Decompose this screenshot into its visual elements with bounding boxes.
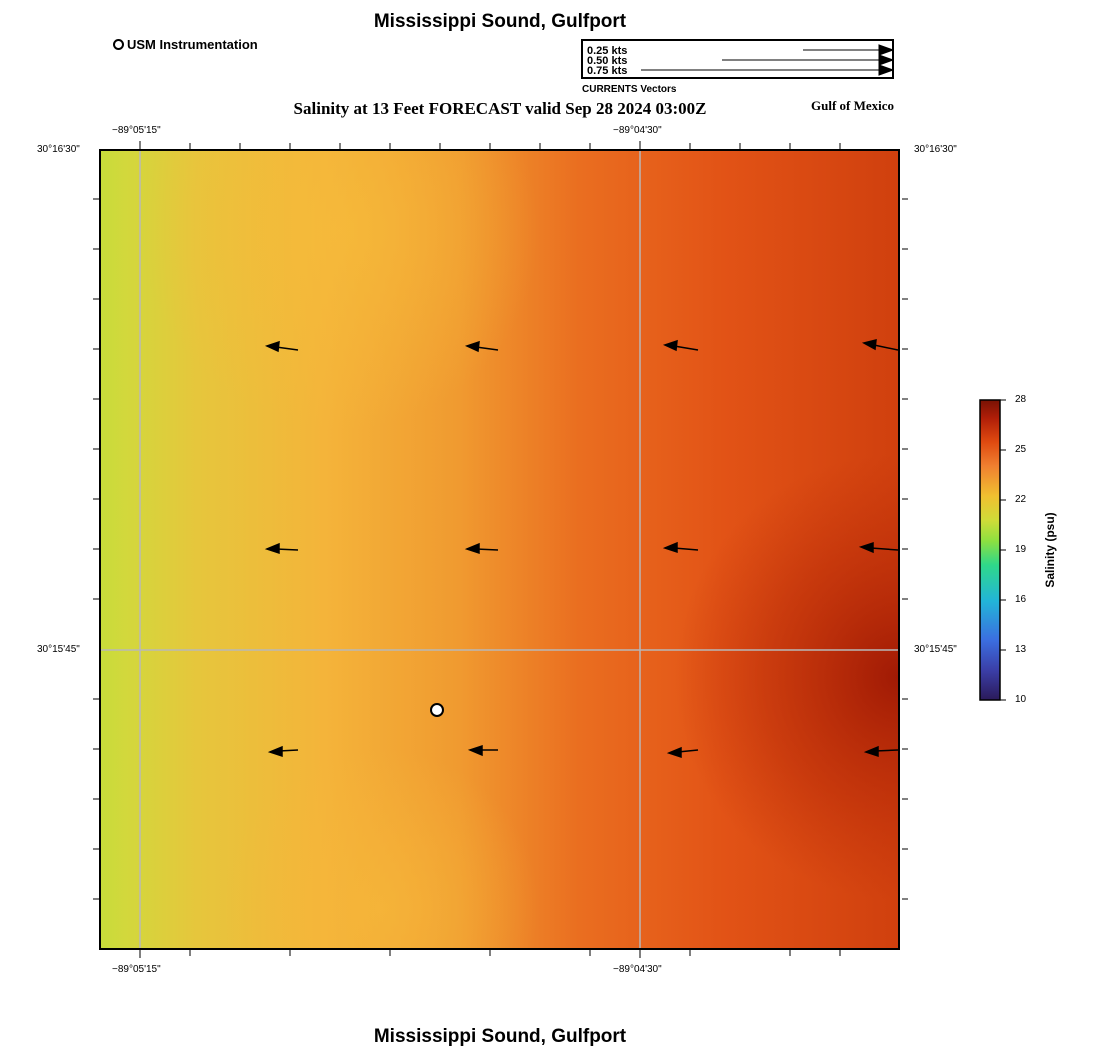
footer-title: Mississippi Sound, Gulfport [373,1026,627,1047]
map-subtitle: Salinity at 13 Feet FORECAST valid Sep 2… [293,99,707,118]
colorbar-tick-28: 28 [1015,394,1027,405]
lat-tick-right-2: 30°15'45" [914,644,957,655]
current-vectors [264,339,898,759]
vector-legend-caption: CURRENTS Vectors [582,84,677,95]
vector-scale-label-3: 0.75 kts [587,65,628,77]
vector-scale-arrows [641,44,894,76]
colorbar-title: Salinity (psu) [1043,512,1057,588]
lon-tick-bottom-1: −89°05'15" [112,964,161,975]
salinity-map[interactable] [99,149,900,950]
lat-tick-left-1: 30°16'30" [37,144,80,155]
vector-scale-label-2: 0.50 kts [587,55,628,67]
lat-tick-left-2: 30°15'45" [37,644,80,655]
station-legend: USM Instrumentation [113,37,258,52]
lon-tick-top-2: −89°04'30" [613,125,662,136]
colorbar-tick-19: 19 [1015,544,1027,555]
vector-scale-legend: 0.25 kts 0.50 kts 0.75 kts [581,39,894,79]
colorbar-tick-22: 22 [1015,494,1027,505]
vector-scale-label-1: 0.25 kts [587,45,628,57]
region-label: Gulf of Mexico [811,98,895,113]
lon-tick-bottom-2: −89°04'30" [613,964,662,975]
colorbar-tick-10: 10 [1015,694,1027,705]
station-legend-label: USM Instrumentation [127,37,258,52]
station-marker-icon [113,39,124,50]
map-title: Mississippi Sound, Gulfport [373,11,627,32]
station-marker[interactable] [430,703,444,717]
lat-tick-right-1: 30°16'30" [914,144,957,155]
map-frame-ticks [93,141,908,958]
lon-tick-top-1: −89°05'15" [112,125,161,136]
colorbar-tick-25: 25 [1015,444,1027,455]
colorbar-tick-13: 13 [1015,644,1027,655]
colorbar-tick-16: 16 [1015,594,1027,605]
salinity-colorbar [979,399,1006,701]
salinity-field [101,151,898,948]
